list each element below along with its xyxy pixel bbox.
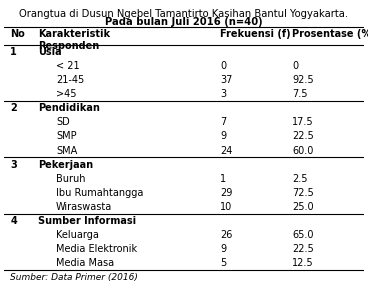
Text: 1: 1 [220, 174, 226, 184]
Text: 10: 10 [220, 202, 232, 212]
Text: 0: 0 [220, 61, 226, 71]
Text: 37: 37 [220, 75, 233, 85]
Text: Karakteristik
Responden: Karakteristik Responden [38, 28, 110, 51]
Text: Keluarga: Keluarga [56, 230, 99, 240]
Text: 3: 3 [220, 89, 226, 99]
Text: 7: 7 [220, 117, 226, 128]
Text: SD: SD [56, 117, 70, 128]
Text: 12.5: 12.5 [292, 259, 314, 269]
Text: 92.5: 92.5 [292, 75, 314, 85]
Text: 4: 4 [10, 216, 17, 226]
Text: 24: 24 [220, 146, 233, 156]
Text: 22.5: 22.5 [292, 244, 314, 254]
Text: Frekuensi (f): Frekuensi (f) [220, 28, 291, 39]
Text: < 21: < 21 [56, 61, 79, 71]
Text: 60.0: 60.0 [292, 146, 314, 156]
Text: 3: 3 [10, 160, 17, 170]
Text: 2.5: 2.5 [292, 174, 308, 184]
Text: Ibu Rumahtangga: Ibu Rumahtangga [56, 188, 144, 198]
Text: Pendidikan: Pendidikan [38, 103, 100, 113]
Text: 65.0: 65.0 [292, 230, 314, 240]
Text: 29: 29 [220, 188, 233, 198]
Text: Sumber: Data Primer (2016): Sumber: Data Primer (2016) [10, 273, 138, 282]
Text: 5: 5 [220, 259, 226, 269]
Text: Prosentase (%): Prosentase (%) [292, 28, 368, 39]
Text: Orangtua di Dusun Ngebel Tamantirto Kasihan Bantul Yogyakarta.: Orangtua di Dusun Ngebel Tamantirto Kasi… [20, 10, 348, 20]
Text: Media Elektronik: Media Elektronik [56, 244, 137, 254]
Text: 2: 2 [10, 103, 17, 113]
Text: No: No [10, 28, 25, 39]
Text: >45: >45 [56, 89, 77, 99]
Text: Pekerjaan: Pekerjaan [38, 160, 93, 170]
Text: Media Masa: Media Masa [56, 259, 114, 269]
Text: SMP: SMP [56, 131, 77, 142]
Text: 0: 0 [292, 61, 298, 71]
Text: 22.5: 22.5 [292, 131, 314, 142]
Text: Pada bulan Juli 2016 (n=40): Pada bulan Juli 2016 (n=40) [105, 17, 263, 27]
Text: 17.5: 17.5 [292, 117, 314, 128]
Text: SMA: SMA [56, 146, 77, 156]
Text: 72.5: 72.5 [292, 188, 314, 198]
Text: Buruh: Buruh [56, 174, 85, 184]
Text: 21-45: 21-45 [56, 75, 84, 85]
Text: 7.5: 7.5 [292, 89, 308, 99]
Text: Wiraswasta: Wiraswasta [56, 202, 112, 212]
Text: 9: 9 [220, 131, 226, 142]
Text: 25.0: 25.0 [292, 202, 314, 212]
Text: Usia: Usia [38, 47, 61, 57]
Text: 26: 26 [220, 230, 233, 240]
Text: Sumber Informasi: Sumber Informasi [38, 216, 136, 226]
Text: 1: 1 [10, 47, 17, 57]
Text: 9: 9 [220, 244, 226, 254]
